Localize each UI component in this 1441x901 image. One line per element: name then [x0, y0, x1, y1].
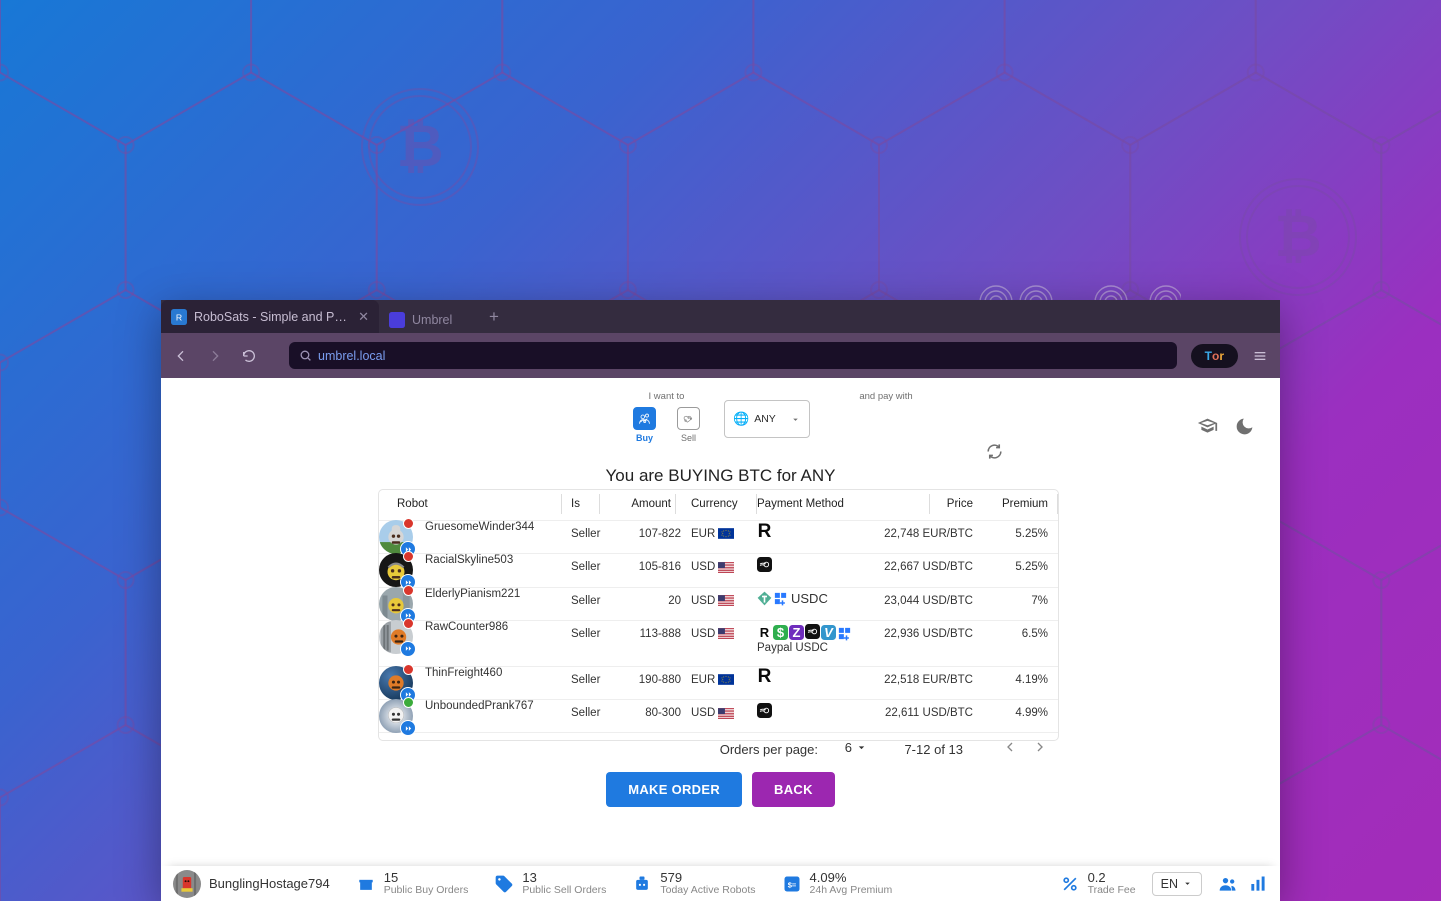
- svg-text:₿: ₿: [396, 114, 443, 179]
- svg-text:$=: $=: [787, 880, 796, 889]
- svg-text:R: R: [176, 312, 182, 322]
- svg-text:₿: ₿: [1274, 204, 1321, 269]
